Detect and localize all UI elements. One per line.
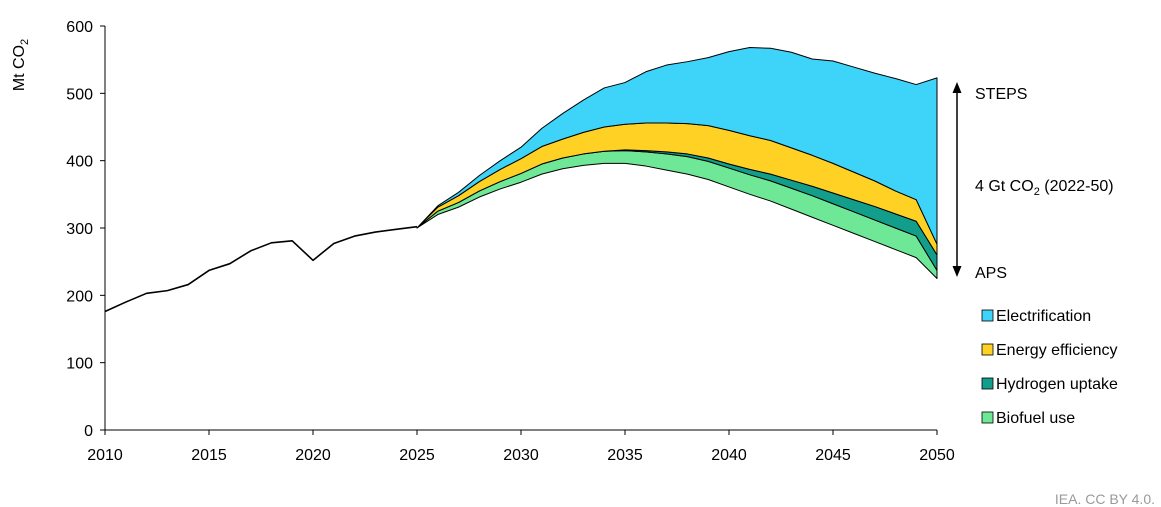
stacked-areas xyxy=(416,47,938,279)
x-tick-label: 2010 xyxy=(87,447,123,464)
y-tick-label: 100 xyxy=(66,356,93,373)
arrow-down-icon xyxy=(952,266,962,277)
range-arrow xyxy=(952,82,962,277)
aps-label: APS xyxy=(975,265,1007,282)
x-tick-label: 2050 xyxy=(919,447,955,464)
x-tick-label: 2025 xyxy=(399,447,435,464)
credit-text: IEA. CC BY 4.0. xyxy=(1054,491,1155,507)
x-tick-label: 2015 xyxy=(191,447,227,464)
historical-line xyxy=(104,225,418,313)
steps-label: STEPS xyxy=(975,86,1027,103)
x-tick-label: 2040 xyxy=(711,447,747,464)
y-tick-label: 500 xyxy=(66,86,93,103)
y-tick-labels: 0 100 200 300 400 500 600 xyxy=(66,19,105,440)
x-tick-label: 2020 xyxy=(295,447,331,464)
arrow-up-icon xyxy=(952,82,962,93)
y-tick-label: 200 xyxy=(66,288,93,305)
area-electrification xyxy=(416,47,938,245)
legend-swatch xyxy=(981,377,994,390)
legend-swatch xyxy=(981,309,994,322)
x-tick-label: 2045 xyxy=(815,447,851,464)
savings-label: 4 Gt CO2 (2022-50) xyxy=(975,178,1114,198)
y-tick-label: 0 xyxy=(84,423,93,440)
historical-emissions-line xyxy=(104,225,418,313)
y-tick-label: 300 xyxy=(66,221,93,238)
legend-label: Energy efficiency xyxy=(996,342,1118,359)
legend-label: Hydrogen uptake xyxy=(996,376,1118,393)
legend-swatch xyxy=(981,343,994,356)
legend: Electrification Energy efficiency Hydrogen… xyxy=(981,308,1118,427)
legend-label: Biofuel use xyxy=(996,410,1075,427)
x-tick-labels: 2010 2015 2020 2025 2030 2035 2040 2045 2050 xyxy=(87,430,955,464)
legend-label: Electrification xyxy=(996,308,1091,325)
y-tick-label: 400 xyxy=(66,154,93,171)
legend-swatch xyxy=(981,411,994,424)
y-axis-label: Mt CO2 xyxy=(11,39,31,91)
x-tick-label: 2035 xyxy=(607,447,643,464)
y-tick-label: 600 xyxy=(66,19,93,36)
x-tick-label: 2030 xyxy=(503,447,539,464)
